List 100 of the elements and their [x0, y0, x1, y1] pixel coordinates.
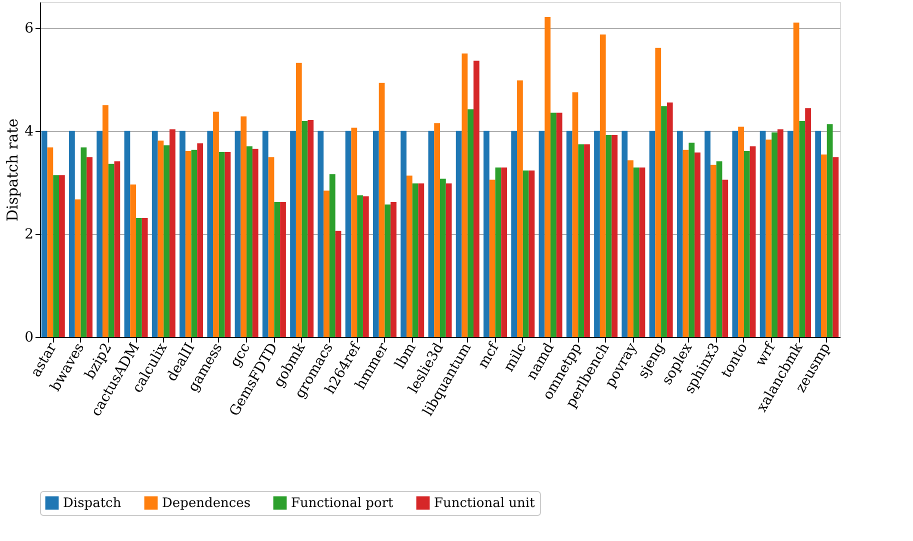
bar — [197, 143, 204, 337]
bar — [302, 121, 308, 337]
bar — [240, 116, 247, 337]
bar — [821, 154, 827, 337]
bar — [329, 174, 336, 337]
bar — [418, 183, 424, 337]
bar — [594, 130, 600, 337]
bar — [324, 190, 330, 337]
bar — [390, 202, 396, 337]
bar — [744, 150, 750, 337]
bar — [639, 167, 646, 337]
legend-label: Dispatch — [63, 496, 122, 511]
bar — [351, 128, 358, 337]
bar — [710, 164, 716, 337]
y-tick-label: 6 — [24, 20, 34, 36]
bar — [456, 130, 462, 337]
bar — [252, 148, 258, 337]
bar — [440, 178, 446, 337]
bar — [213, 112, 219, 337]
bar — [164, 145, 170, 337]
bar — [224, 152, 231, 337]
bar — [296, 62, 302, 337]
bar — [495, 167, 502, 337]
bar — [572, 92, 578, 337]
y-tick-label: 4 — [24, 123, 34, 140]
bar — [234, 130, 241, 337]
bar — [538, 130, 545, 337]
bar — [511, 130, 518, 337]
bar — [335, 230, 342, 337]
bar — [584, 144, 590, 337]
bar — [53, 175, 59, 337]
bar — [688, 142, 695, 337]
bar — [501, 167, 508, 337]
bar — [207, 130, 214, 337]
bar — [826, 124, 833, 337]
bar — [738, 126, 744, 337]
bar — [550, 112, 556, 337]
legend-label: Dependences — [162, 496, 251, 511]
bar — [47, 147, 54, 337]
y-tick-label: 2 — [24, 226, 34, 242]
bar — [799, 121, 806, 337]
legend-label: Functional port — [291, 496, 394, 511]
bar — [522, 170, 529, 337]
bar — [622, 130, 628, 337]
bar — [474, 60, 480, 337]
bar — [406, 176, 412, 337]
bar — [722, 180, 728, 337]
bar — [114, 161, 120, 337]
bar — [246, 146, 252, 337]
bar — [400, 130, 406, 337]
bar — [180, 130, 186, 337]
bar — [517, 80, 523, 337]
bar — [218, 152, 225, 337]
bar — [280, 202, 286, 337]
bar — [704, 130, 710, 337]
bar — [787, 130, 794, 337]
bar — [750, 146, 756, 337]
bar — [345, 130, 352, 337]
bar — [578, 144, 584, 337]
bar — [362, 196, 369, 337]
bar — [170, 129, 176, 337]
y-tick-label: 0 — [24, 330, 34, 346]
bar — [682, 150, 689, 337]
bar — [676, 130, 683, 337]
bar — [732, 130, 738, 337]
bar — [80, 147, 87, 337]
bar — [384, 204, 391, 337]
bar — [528, 170, 535, 337]
bar — [777, 129, 784, 337]
bar — [805, 108, 811, 337]
bar — [661, 106, 667, 337]
bar — [108, 164, 114, 337]
bar — [378, 82, 385, 337]
bar — [262, 130, 268, 337]
y-axis-title: Dispatch rate — [4, 118, 22, 222]
bar — [428, 130, 434, 337]
bar — [185, 150, 192, 337]
bar — [86, 157, 93, 337]
bar — [544, 16, 551, 337]
bar — [59, 175, 65, 337]
bar — [412, 183, 418, 337]
bar — [74, 199, 81, 337]
bar — [290, 130, 296, 337]
bar — [649, 130, 656, 337]
bar — [446, 183, 452, 337]
bar — [69, 130, 75, 337]
bar — [318, 130, 324, 337]
bar — [268, 157, 274, 337]
bar — [462, 54, 468, 337]
bar — [158, 140, 164, 337]
bar — [191, 150, 198, 337]
bar — [633, 167, 640, 337]
bar — [832, 157, 839, 337]
bar — [130, 184, 136, 337]
bar — [772, 132, 778, 337]
bar — [102, 105, 108, 337]
bar — [41, 130, 48, 337]
bar — [142, 218, 148, 337]
bar — [793, 22, 800, 337]
bar — [760, 130, 766, 337]
